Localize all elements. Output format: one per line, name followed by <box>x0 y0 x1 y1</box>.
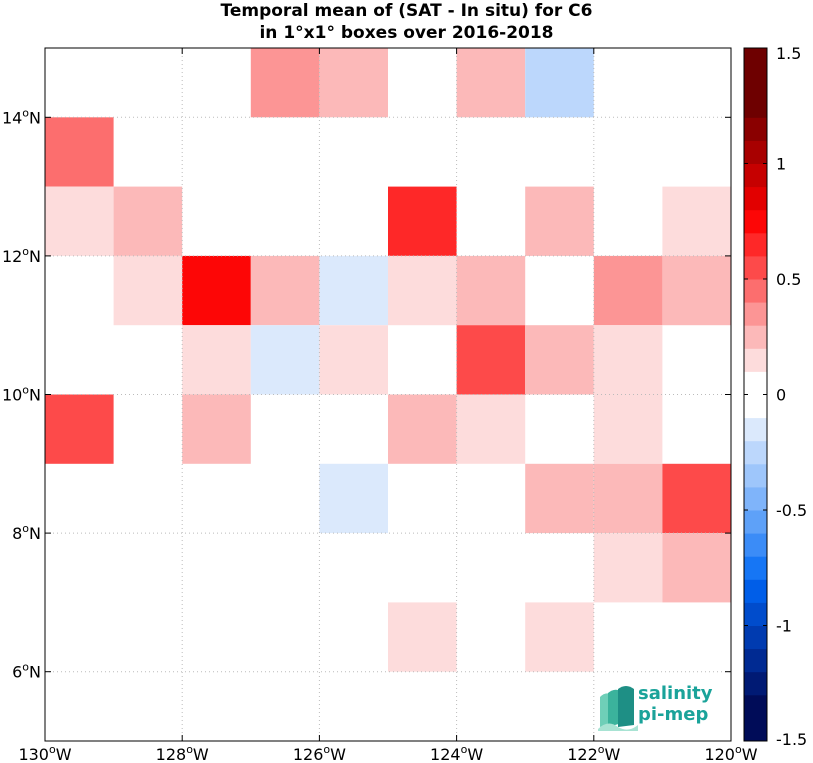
heatmap-cells <box>45 48 731 672</box>
colorbar-segment <box>744 463 767 488</box>
colorbar-segment <box>744 140 767 164</box>
colorbar-segment <box>744 371 767 395</box>
heatmap-cell <box>182 325 251 395</box>
heatmap-cell <box>113 186 183 256</box>
heatmap-cell <box>593 325 663 395</box>
heatmap-cell <box>388 394 457 464</box>
colorbar-segment <box>744 279 767 303</box>
y-tick-label: 10oN <box>2 384 41 405</box>
colorbar-segment <box>744 163 767 188</box>
colorbar-tick-label: -0.5 <box>776 501 807 520</box>
logo-text-line2: pi-mep <box>638 704 709 725</box>
heatmap-cell <box>45 394 114 464</box>
colorbar-segment <box>744 510 767 534</box>
colorbar-segment <box>744 625 767 650</box>
colorbar-segment <box>744 186 767 211</box>
title-line-1: Temporal mean of (SAT - In situ) for C6 <box>220 1 593 21</box>
colorbar-tick-label: -1 <box>776 617 792 636</box>
heatmap-cell <box>388 186 457 256</box>
x-tick-label: 122oW <box>567 743 620 763</box>
y-tick-label: 6oN <box>12 661 41 682</box>
heatmap-cell <box>525 48 594 118</box>
colorbar-segment <box>744 717 767 742</box>
logo-text-line1: salinity <box>638 683 713 704</box>
heatmap-cell <box>45 117 114 187</box>
colorbar-segment <box>744 255 767 280</box>
heatmap-cell <box>525 325 594 395</box>
colorbar-segment <box>744 533 767 557</box>
y-tick-label: 12oN <box>2 245 41 266</box>
heatmap-cell <box>319 325 388 395</box>
heatmap-cell <box>525 186 594 256</box>
colorbar-tick-label: 0.5 <box>776 270 801 289</box>
heatmap-cell <box>456 255 526 326</box>
title-line-2: in 1°x1° boxes over 2016-2018 <box>259 23 554 43</box>
colorbar-segment <box>744 648 767 673</box>
colorbar-segment <box>744 94 767 118</box>
heatmap-cell <box>593 394 663 464</box>
colorbar-segment <box>744 440 767 465</box>
y-tick-label: 14oN <box>2 106 41 127</box>
heatmap-cell <box>662 186 731 256</box>
heatmap-cell <box>662 255 731 326</box>
y-tick-label: 8oN <box>12 522 41 543</box>
x-tick-label: 124oW <box>430 743 483 763</box>
colorbar-tick-label: 1.5 <box>776 44 801 63</box>
colorbar-segment <box>744 325 767 349</box>
colorbar-segment <box>744 71 767 95</box>
colorbar-segment <box>744 232 767 257</box>
heatmap-cell <box>45 186 114 256</box>
colorbar: 1.5 1 0.5 0 -0.5 -1 -1.5 <box>743 44 807 749</box>
colorbar-segment <box>744 117 767 141</box>
colorbar-segment <box>744 48 767 72</box>
heatmap-cell <box>319 255 388 326</box>
colorbar-tick-label: -1.5 <box>776 730 807 749</box>
x-tick-label: 120oW <box>704 743 757 763</box>
heatmap-cell <box>250 325 320 395</box>
heatmap-cell <box>593 463 663 534</box>
heatmap-cell <box>319 48 388 118</box>
colorbar-segment <box>744 417 767 442</box>
colorbar-segment <box>744 602 767 626</box>
heatmap-cell <box>388 602 457 672</box>
heatmap-cell <box>182 255 251 326</box>
heatmap-cell <box>593 533 663 603</box>
colorbar-segment <box>744 486 767 511</box>
y-axis: 6oN 8oN 10oN 12oN 14oN <box>2 106 731 682</box>
colorbar-segment <box>744 671 767 696</box>
salinity-pi-mep-logo: salinity pi-mep <box>598 683 723 731</box>
colorbar-segment <box>744 694 767 719</box>
x-tick-label: 130oW <box>18 743 71 763</box>
logo-waves-icon <box>598 686 638 731</box>
colorbar-segment <box>744 556 767 580</box>
heatmap-cell <box>662 533 731 603</box>
heatmap-cell <box>456 325 526 395</box>
colorbar-segment <box>744 348 767 372</box>
heatmap-cell <box>182 394 251 464</box>
heatmap-cell <box>113 255 183 326</box>
heatmap-cell <box>319 463 388 534</box>
colorbar-segment <box>744 302 767 326</box>
x-axis: 130oW 128oW 126oW 124oW 122oW 120oW <box>18 48 758 763</box>
heatmap-cell <box>388 255 457 326</box>
heatmap-cell <box>456 48 526 118</box>
heatmap-cell <box>456 394 526 464</box>
heatmap-cell <box>662 463 731 534</box>
colorbar-segment <box>744 209 767 234</box>
heatmap-cell <box>250 48 320 118</box>
chart-title: Temporal mean of (SAT - In situ) for C6 … <box>0 0 813 44</box>
heatmap-cell <box>593 255 663 326</box>
colorbar-tick-label: 1 <box>776 155 786 174</box>
x-tick-label: 128oW <box>156 743 209 763</box>
colorbar-segment <box>744 579 767 603</box>
heatmap-cell <box>525 602 594 672</box>
x-tick-label: 126oW <box>293 743 346 763</box>
heatmap-cell <box>250 255 320 326</box>
colorbar-segment <box>744 394 767 419</box>
heatmap-cell <box>525 463 594 534</box>
colorbar-tick-label: 0 <box>776 386 786 405</box>
